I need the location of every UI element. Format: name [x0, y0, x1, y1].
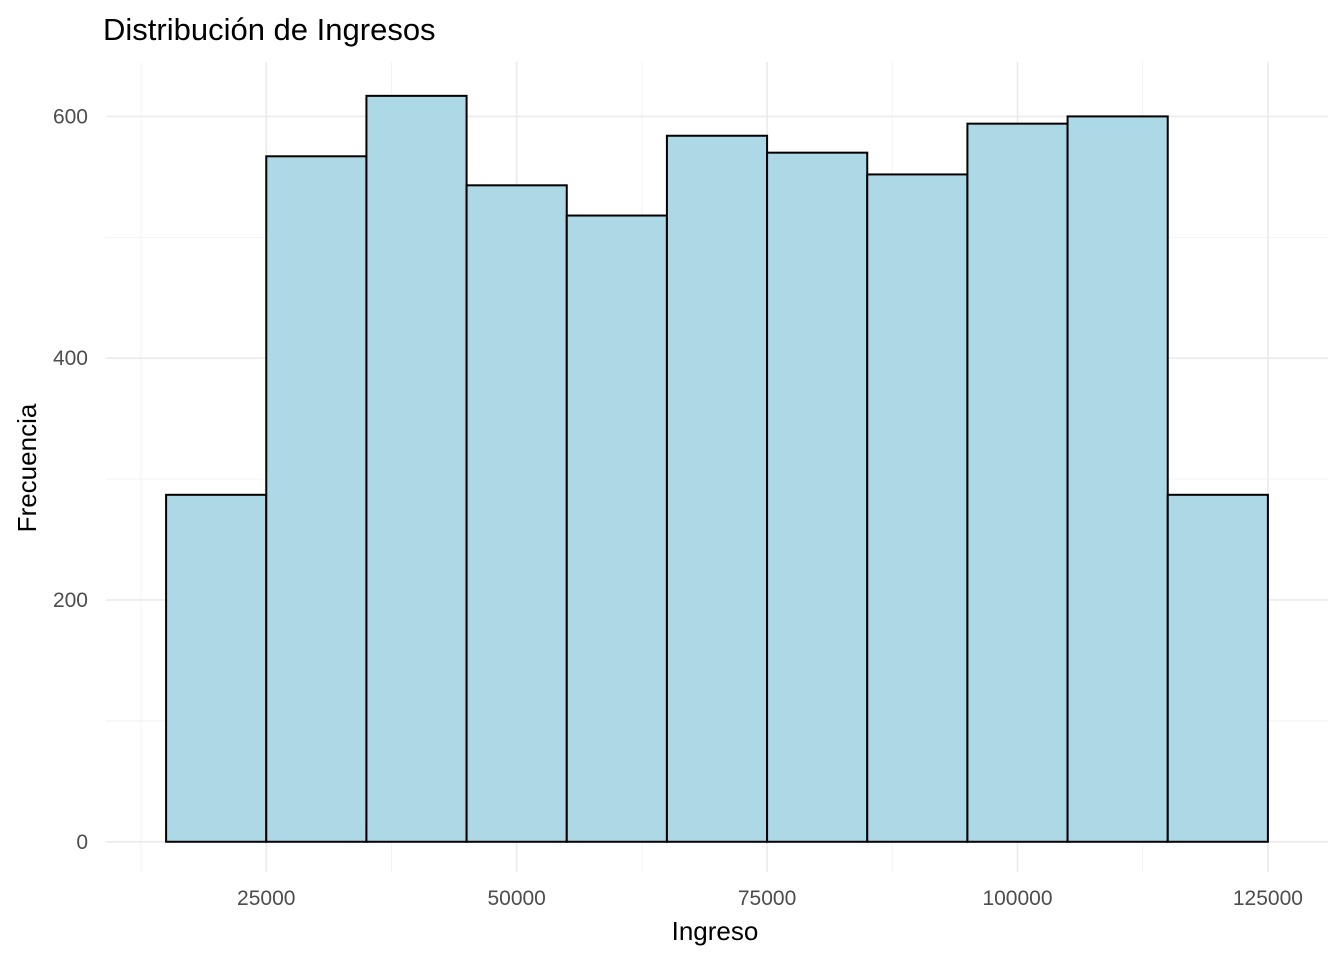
histogram-bar — [966, 122, 1069, 843]
x-tick-label: 125000 — [1233, 887, 1303, 910]
histogram-bar — [365, 94, 468, 843]
y-axis-title: Frecuencia — [12, 403, 42, 532]
histogram-bar — [565, 214, 668, 843]
y-axis-tick-labels: 0 200 400 600 — [53, 105, 88, 853]
x-axis-title: Ingreso — [672, 916, 759, 946]
x-tick-label: 25000 — [237, 887, 295, 910]
histogram-bar — [165, 493, 268, 843]
histogram-bar — [766, 151, 869, 843]
chart-title: Distribución de Ingresos — [103, 12, 436, 47]
y-tick-label: 0 — [76, 831, 88, 854]
y-tick-label: 200 — [53, 589, 88, 612]
y-tick-label: 400 — [53, 347, 88, 370]
x-axis-tick-labels: 25000 50000 75000 100000 125000 — [237, 887, 1303, 910]
x-tick-label: 50000 — [487, 887, 545, 910]
histogram-bar — [1066, 115, 1169, 843]
histogram-bar — [866, 173, 969, 843]
x-tick-label: 75000 — [738, 887, 796, 910]
histogram-bar — [665, 134, 769, 843]
y-tick-label: 600 — [53, 105, 88, 128]
histogram-bar — [1166, 493, 1269, 843]
histogram-bar — [265, 155, 368, 843]
x-tick-label: 100000 — [982, 887, 1052, 910]
histogram-bar — [465, 184, 568, 843]
histogram-bars — [165, 94, 1269, 843]
